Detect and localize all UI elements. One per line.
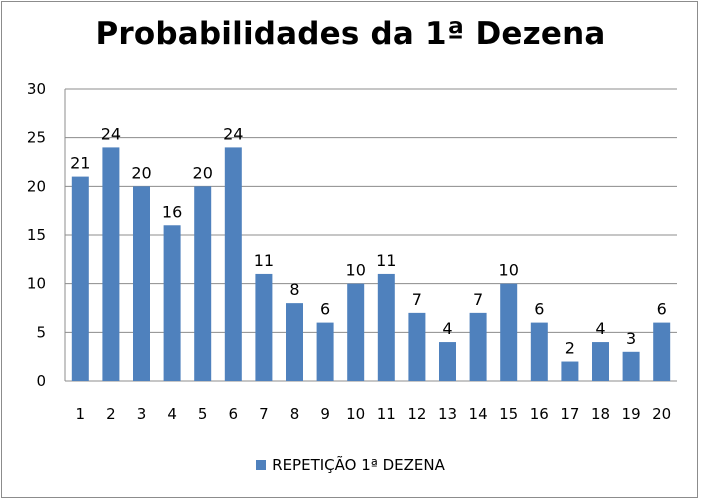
bar <box>163 225 181 381</box>
bar <box>71 176 89 381</box>
x-tick-label: 2 <box>106 405 116 423</box>
x-tick-label: 12 <box>407 405 426 423</box>
bar <box>133 186 150 381</box>
bar <box>224 147 242 381</box>
data-label: 24 <box>101 124 121 143</box>
data-label: 6 <box>534 300 544 319</box>
bar <box>347 283 365 381</box>
data-label: 7 <box>473 290 483 309</box>
y-axis-ticks: 0 5 10 15 20 25 30 <box>27 80 46 390</box>
bar <box>194 186 212 381</box>
x-tick-label: 8 <box>290 405 300 423</box>
x-axis-ticks: 1 2 3 4 5 6 7 8 9 10 11 12 13 14 15 16 17 18 19 20 <box>76 405 672 423</box>
bar <box>286 303 303 381</box>
data-label: 7 <box>412 290 422 309</box>
x-tick-label: 19 <box>622 405 641 423</box>
y-tick-label: 25 <box>27 129 46 147</box>
chart-title: Probabilidades da 1ª Dezena <box>95 16 606 52</box>
bar <box>377 273 395 381</box>
bar <box>316 322 334 381</box>
x-tick-label: 16 <box>530 405 549 423</box>
x-tick-label: 20 <box>652 405 671 423</box>
bar <box>622 351 640 381</box>
x-tick-label: 10 <box>346 405 365 423</box>
x-tick-label: 17 <box>560 405 579 423</box>
bar <box>102 147 120 381</box>
y-tick-label: 10 <box>27 275 46 293</box>
data-label: 2 <box>565 339 575 358</box>
bar <box>592 342 609 381</box>
legend: REPETIÇÃO 1ª DEZENA <box>0 456 701 474</box>
data-label: 8 <box>289 280 299 299</box>
x-tick-label: 5 <box>198 405 208 423</box>
x-tick-label: 13 <box>438 405 457 423</box>
data-label: 4 <box>442 319 452 338</box>
data-label: 16 <box>162 202 182 221</box>
gridlines <box>64 88 677 382</box>
data-label: 11 <box>254 251 274 270</box>
x-tick-label: 18 <box>591 405 610 423</box>
bar <box>469 312 487 381</box>
data-label: 3 <box>626 329 636 348</box>
bars <box>71 147 671 381</box>
bar <box>439 342 456 381</box>
legend-label: REPETIÇÃO 1ª DEZENA <box>272 456 445 474</box>
data-label: 10 <box>346 261 366 280</box>
data-label: 21 <box>70 154 90 173</box>
x-tick-label: 11 <box>377 405 396 423</box>
x-tick-label: 6 <box>229 405 239 423</box>
data-label: 20 <box>131 163 151 182</box>
x-tick-label: 14 <box>469 405 488 423</box>
y-tick-label: 20 <box>27 177 46 195</box>
data-label: 4 <box>595 319 605 338</box>
bar <box>408 312 426 381</box>
x-tick-label: 1 <box>76 405 86 423</box>
bar <box>530 322 548 381</box>
y-tick-label: 15 <box>27 226 46 244</box>
x-tick-label: 9 <box>320 405 330 423</box>
bar <box>653 322 671 381</box>
data-label: 24 <box>223 124 243 143</box>
bar <box>561 361 579 381</box>
data-label: 6 <box>320 300 330 319</box>
x-tick-label: 15 <box>499 405 518 423</box>
bar <box>255 273 273 381</box>
data-label: 6 <box>657 300 667 319</box>
legend-swatch <box>256 460 267 470</box>
data-label: 10 <box>499 261 519 280</box>
y-tick-label: 30 <box>27 80 46 98</box>
y-tick-label: 5 <box>36 323 46 341</box>
y-tick-label: 0 <box>36 372 46 390</box>
x-tick-label: 3 <box>137 405 147 423</box>
x-tick-label: 7 <box>259 405 269 423</box>
bar <box>500 283 518 381</box>
data-label: 11 <box>376 251 396 270</box>
x-tick-label: 4 <box>167 405 177 423</box>
data-label: 20 <box>193 163 213 182</box>
